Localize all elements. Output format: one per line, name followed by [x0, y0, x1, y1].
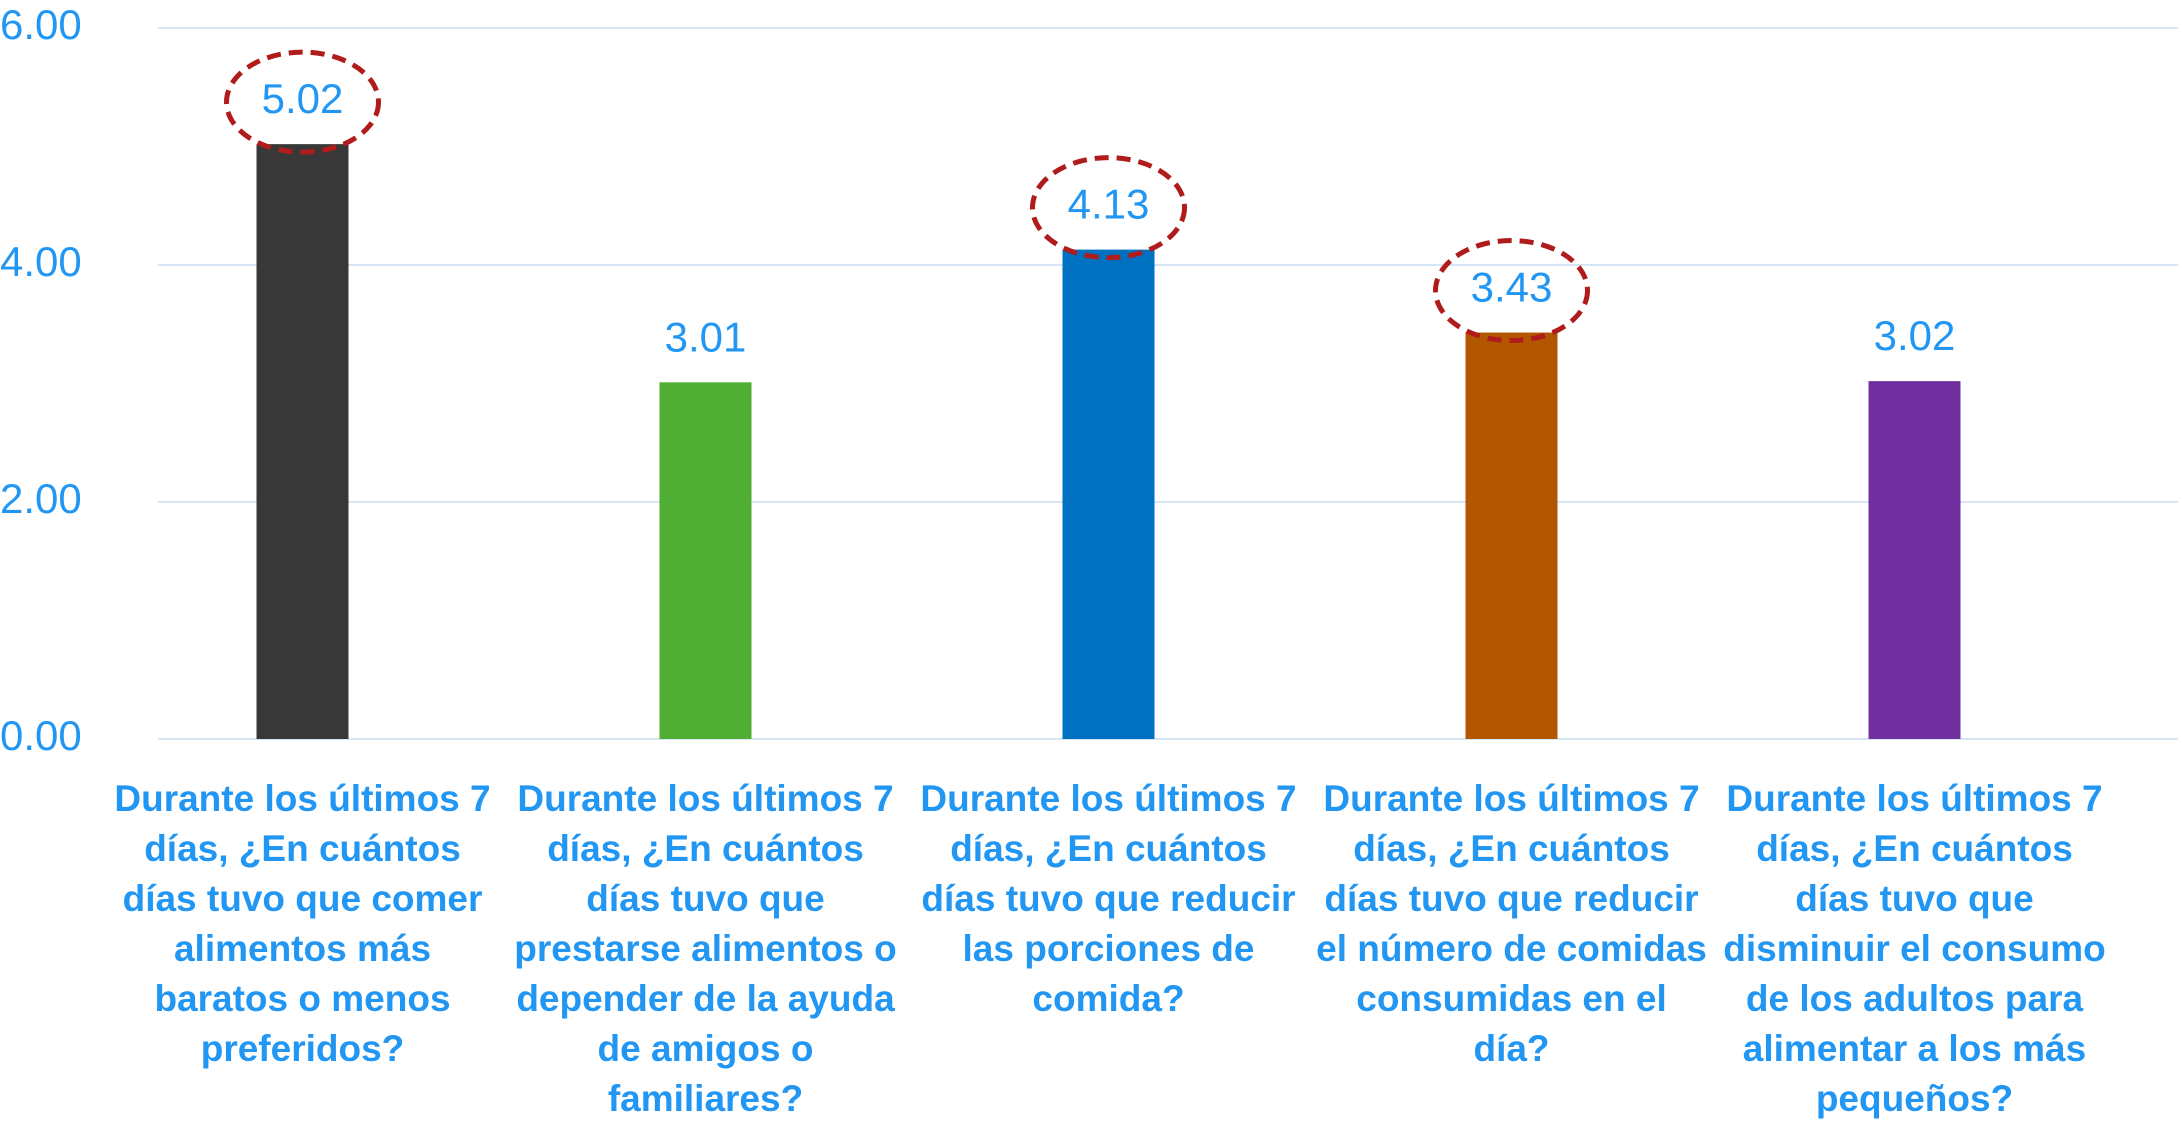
x-tick-label: Durante los últimos 7 días, ¿En cuántos …: [1316, 778, 1707, 1069]
highlight-ellipse: [224, 49, 381, 155]
y-tick-label: 6.00: [0, 1, 82, 48]
value-label: 3.01: [665, 313, 747, 360]
x-tick-label: Durante los últimos 7 días, ¿En cuántos …: [514, 778, 897, 1119]
value-label: 4.13: [1068, 181, 1150, 228]
value-label: 3.43: [1471, 264, 1553, 311]
y-tick-label: 2.00: [0, 475, 82, 522]
x-tick-label: Durante los últimos 7 días, ¿En cuántos …: [1723, 778, 2106, 1119]
bar: [1062, 249, 1155, 739]
bar: [1868, 381, 1961, 739]
bar: [256, 144, 349, 739]
highlight-ellipse: [1030, 155, 1187, 261]
y-tick-label: 0.00: [0, 712, 82, 759]
highlight-ellipse: [1433, 238, 1590, 344]
x-tick-label: Durante los últimos 7 días, ¿En cuántos …: [114, 778, 491, 1069]
bar: [659, 382, 752, 739]
x-tick-label: Durante los últimos 7 días, ¿En cuántos …: [920, 778, 1297, 1019]
bar: [1465, 332, 1558, 739]
y-tick-label: 4.00: [0, 238, 82, 285]
value-label: 5.02: [262, 75, 344, 122]
value-label: 3.02: [1874, 312, 1956, 359]
